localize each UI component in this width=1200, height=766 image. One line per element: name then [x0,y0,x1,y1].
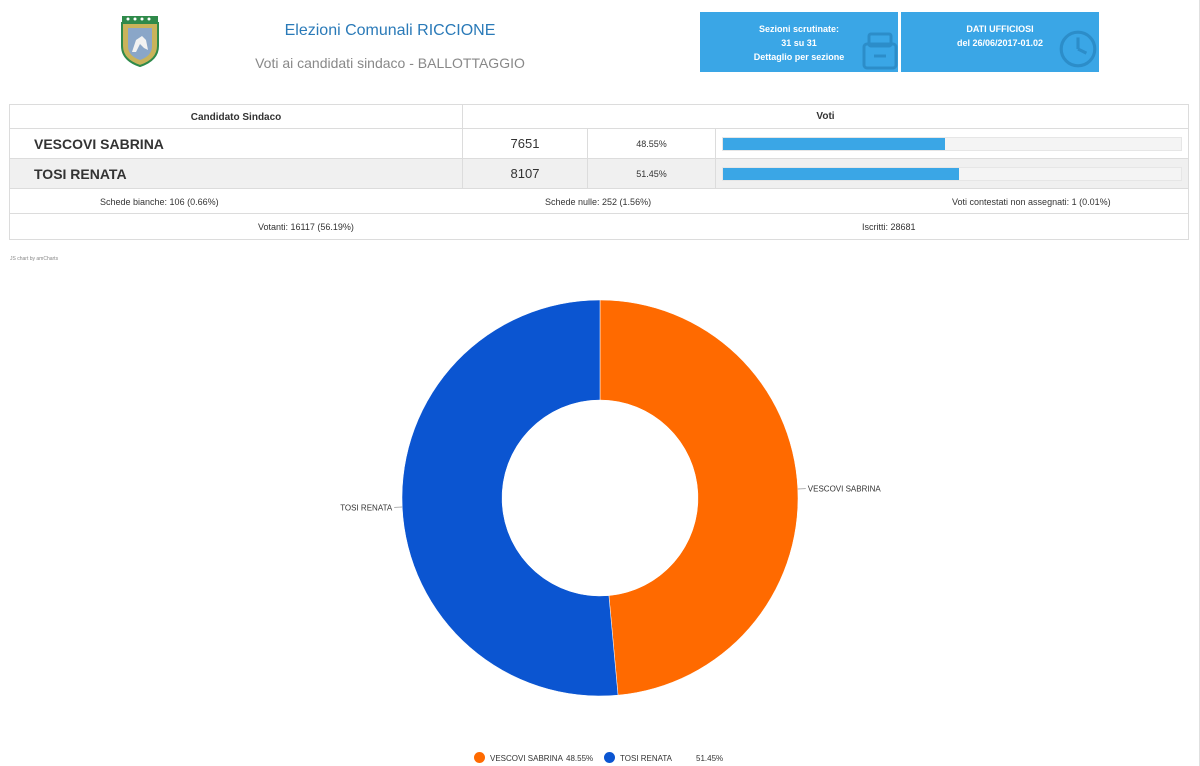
pie-slice[interactable] [401,299,619,697]
sections-count: 31 su 31 [781,38,817,48]
sections-label: Sezioni scrutinate: [758,24,839,34]
vote-bar-fill [723,138,946,150]
voters-count: Votanti: 16117 (56.19%) [258,222,354,232]
clock-icon [1059,30,1097,68]
page-subtitle: Voti ai candidati sindaco - BALLOTTAGGIO [255,55,525,71]
chart-credit: JS chart by amCharts [10,256,59,262]
official-data-label: DATI UFFICIOSI [966,24,1034,34]
sections-counted-box[interactable]: Sezioni scrutinate: 31 su 31 Dettaglio p… [700,12,898,72]
table-row: TOSI RENATA 8107 51.45% [10,159,1188,189]
contested-votes: Voti contestati non assegnati: 1 (0.01%) [952,197,1111,207]
donut-chart: VESCOVI SABRINA TOSI RENATA [340,299,882,697]
table-row: VESCOVI SABRINA 7651 48.55% [10,129,1188,159]
results-table: Candidato Sindaco Voti VESCOVI SABRINA 7… [9,104,1189,240]
candidate-name: TOSI RENATA [34,166,127,182]
candidate-name: VESCOVI SABRINA [34,136,164,152]
blank-ballots: Schede bianche: 106 (0.66%) [100,197,219,207]
ballot-stats-row: Schede bianche: 106 (0.66%) Schede nulle… [10,189,1188,214]
legend-value: 48.55% [566,754,594,763]
header-candidate: Candidato Sindaco [190,112,282,123]
slice-label: TOSI RENATA [340,503,393,512]
legend-dot-vescovi[interactable] [474,752,485,763]
slice-label: VESCOVI SABRINA [808,485,882,494]
vote-bar-track [722,167,1182,181]
vote-bar-fill [723,168,959,180]
candidate-percent: 48.55% [588,129,716,159]
legend-dot-tosi[interactable] [604,752,615,763]
table-header: Candidato Sindaco Voti [10,105,1188,129]
registered-count: Iscritti: 28681 [862,222,916,232]
official-data-box: DATI UFFICIOSI del 26/06/2017-01.02 [901,12,1099,72]
municipal-crest-icon [121,16,159,68]
official-data-date: del 26/06/2017-01.02 [956,38,1044,48]
legend-value: 51.45% [696,754,724,763]
null-ballots: Schede nulle: 252 (1.56%) [545,197,652,207]
header-votes: Voti [462,105,1188,129]
candidate-votes: 7651 [462,129,588,159]
page-title: Elezioni Comunali RICCIONE [284,22,496,39]
legend-label: VESCOVI SABRINA [490,754,563,763]
candidate-votes: 8107 [462,159,588,189]
vote-bar-track [722,137,1182,151]
section-detail-link[interactable]: Dettaglio per sezione [753,52,845,62]
turnout-row: Votanti: 16117 (56.19%) Iscritti: 28681 [10,214,1188,239]
archive-icon [862,32,898,70]
candidate-percent: 51.45% [588,159,716,189]
pie-slice[interactable] [599,299,799,696]
legend-label: TOSI RENATA [620,754,673,763]
